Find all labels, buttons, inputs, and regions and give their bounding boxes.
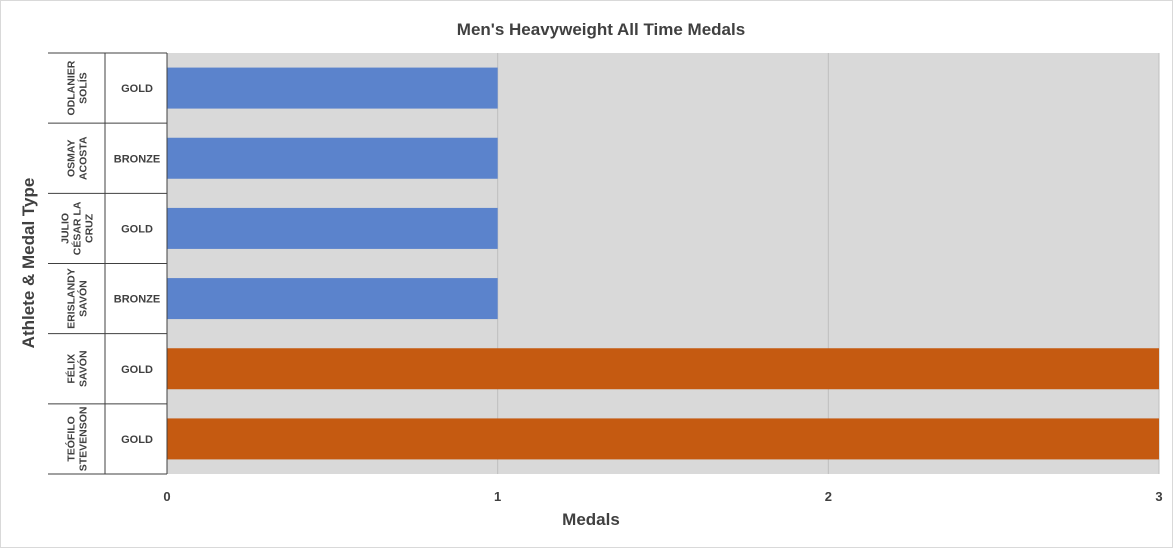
bar [167,348,1159,390]
athlete-label-line: SOLÍS [77,72,90,104]
x-tick-label: 3 [1155,489,1162,504]
athlete-label-line: ODLANIER [66,60,78,115]
plot-area [167,53,1160,474]
x-tick-label: 0 [163,489,170,504]
x-axis-title: Medals [562,510,620,529]
chart-title: Men's Heavyweight All Time Medals [457,20,745,39]
medal-type-label: GOLD [121,83,153,95]
bar [167,207,498,249]
athlete-label-line: FÉLIX [65,354,78,384]
medal-type-label: GOLD [121,364,153,376]
athlete-label-line: OSMAY [66,139,78,177]
bar [167,67,498,109]
athlete-label-line: SAVÓN [77,280,90,317]
athlete-label-line: SAVÓN [77,350,90,387]
medal-type-label: GOLD [121,434,153,446]
athlete-label: JULIO CÉSAR LA CRUZ [60,201,96,255]
athlete-label-line: CRUZ [84,213,96,243]
athlete-label: OSMAY ACOSTA [66,136,90,180]
category-axis-labels: 0 1 2 3 GOLD ODLANIER SOLÍS BRONZE OSMAY ACOSTA GO… [48,52,1163,504]
athlete-label-line: JULIO [60,213,72,244]
athlete-label-line: STEVENSON [78,407,90,472]
bar [167,137,498,179]
athlete-label: ERISLANDY SAVÓN [66,268,90,329]
medal-type-label: BRONZE [114,294,160,306]
medal-type-label: GOLD [121,223,153,235]
athlete-label-line: ACOSTA [78,136,90,180]
athlete-label-line: ERISLANDY [66,268,78,329]
x-tick-label: 1 [494,489,501,504]
athlete-label-line: CÉSAR LA [71,201,84,255]
plot-background [167,53,1159,474]
bar [167,418,1159,460]
bar [167,278,498,320]
medal-type-label: BRONZE [114,153,160,165]
athlete-label: TEÓFILO STEVENSON [65,407,90,472]
athlete-label-line: TEÓFILO [65,416,78,462]
athlete-label: FÉLIX SAVÓN [65,350,90,387]
athlete-label: ODLANIER SOLÍS [66,60,90,115]
y-axis-title: Athlete & Medal Type [19,178,38,349]
x-tick-label: 2 [825,489,832,504]
